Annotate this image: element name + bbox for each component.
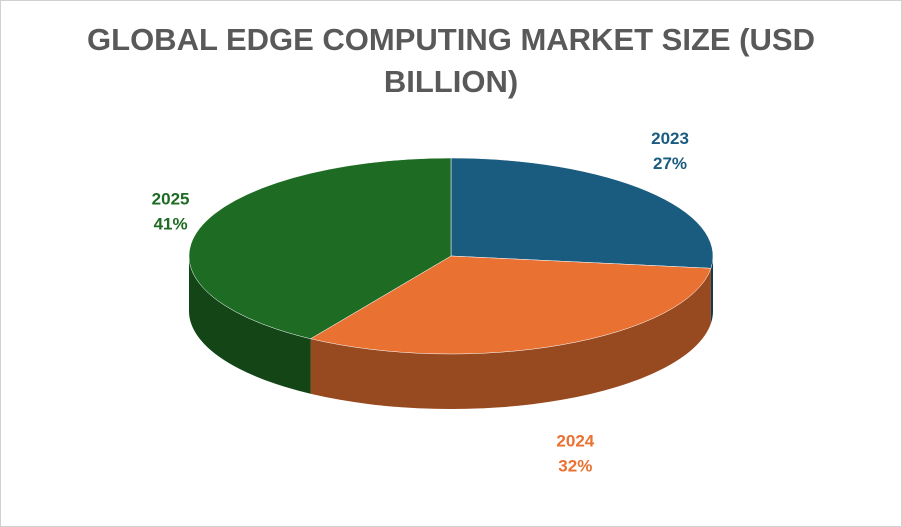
slice (309, 255, 712, 355)
side-shade (710, 256, 713, 324)
data-label-value: 32% (558, 456, 592, 475)
slice-side (310, 268, 711, 409)
slice-side (189, 256, 311, 394)
side-shade (310, 268, 711, 409)
data-label-category: 2023 (651, 129, 689, 148)
slice (188, 157, 452, 340)
chart-title: GLOBAL EDGE COMPUTING MARKET SIZE (USD B… (87, 22, 815, 99)
data-label-value: 41% (154, 214, 188, 233)
slice (450, 157, 714, 269)
data-label-category: 2025 (152, 189, 190, 208)
side-shade (189, 256, 311, 394)
slice-side (710, 256, 713, 324)
data-label-category: 2024 (556, 431, 594, 450)
data-label-value: 27% (653, 154, 687, 173)
